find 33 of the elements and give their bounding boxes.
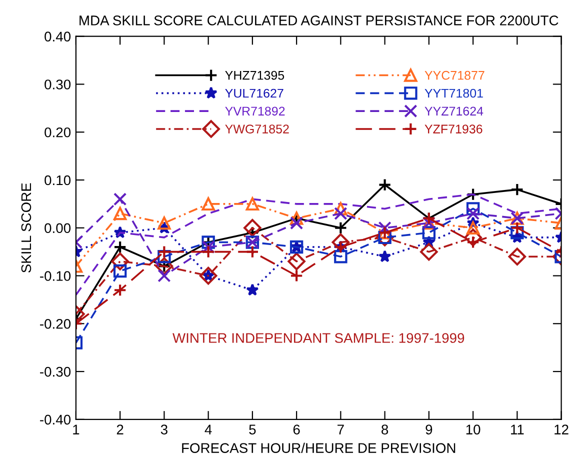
legend-label: YZF71936 (424, 124, 482, 134)
legend-label: YYT71801 (424, 88, 483, 98)
x-tick-label: 5 (249, 424, 256, 434)
x-tick-label: 6 (293, 424, 300, 434)
y-tick-label: -0.30 (40, 366, 71, 377)
y-tick-label: 0.30 (44, 80, 71, 90)
y-tick-label: -0.40 (40, 414, 71, 425)
y-axis-title: SKILL SCORE (21, 183, 32, 273)
x-tick-label: 4 (204, 424, 212, 434)
x-tick-label: 9 (426, 424, 432, 434)
y-tick-label: 0.10 (44, 175, 71, 186)
legend-label: YYC71877 (424, 70, 484, 80)
x-tick-label: 12 (554, 424, 568, 434)
x-axis-title: FORECAST HOUR/HEURE DE PREVISION (182, 442, 456, 453)
y-tick-label: 0.40 (44, 32, 71, 42)
y-tick-label: -0.20 (40, 318, 71, 329)
x-tick-label: 11 (511, 424, 524, 434)
legend-label: YHZ71395 (225, 70, 284, 80)
annotation: WINTER INDEPENDANT SAMPLE: 1997-1999 (172, 333, 464, 343)
x-tick-label: 1 (73, 424, 80, 434)
y-tick-label: 0.00 (44, 223, 71, 234)
legend-label: YWG71852 (225, 124, 289, 134)
legend-label: YVR71892 (225, 106, 285, 116)
legend-label: YYZ71624 (424, 106, 484, 116)
x-tick-label: 3 (160, 424, 168, 434)
x-tick-label: 8 (382, 424, 388, 434)
legend-label: YUL71627 (225, 88, 284, 98)
y-tick-label: 0.20 (44, 127, 71, 138)
x-tick-label: 2 (116, 424, 124, 434)
y-tick-label: -0.10 (40, 271, 71, 281)
chart-title: MDA SKILL SCORE CALCULATED AGAINST PERSISTANCE FOR 2200UTC (80, 16, 558, 26)
x-tick-label: 10 (466, 424, 480, 434)
x-tick-label: 7 (338, 424, 344, 434)
